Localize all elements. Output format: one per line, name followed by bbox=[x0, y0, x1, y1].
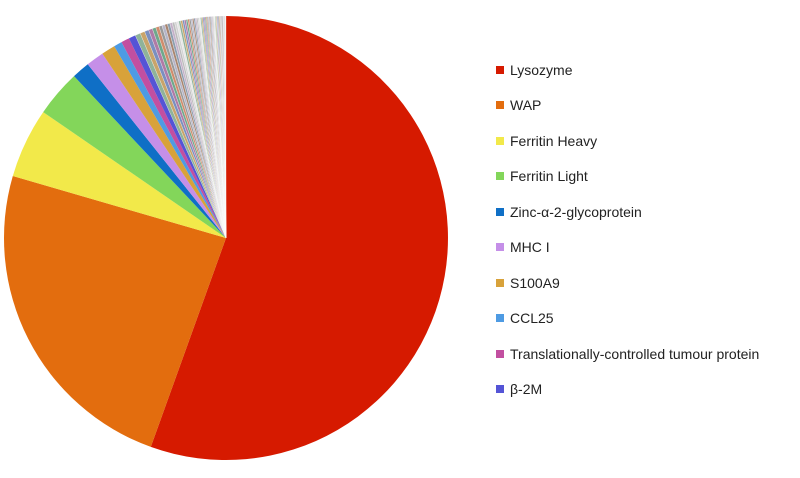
legend-label: CCL25 bbox=[510, 310, 554, 327]
pie-slice-other-56 bbox=[225, 15, 227, 239]
legend-label: S100A9 bbox=[510, 274, 560, 291]
legend-label: Lysozyme bbox=[510, 61, 573, 78]
legend-swatch bbox=[496, 243, 504, 252]
legend-label: Translationally-controlled tumour protei… bbox=[510, 345, 760, 362]
legend-swatch bbox=[496, 385, 504, 394]
pie-slices bbox=[3, 15, 448, 460]
legend-item: Ferritin Heavy bbox=[496, 123, 759, 159]
legend-swatch bbox=[496, 136, 504, 145]
legend-item: Lysozyme bbox=[496, 52, 759, 88]
legend-label: Ferritin Heavy bbox=[510, 132, 598, 149]
legend-label: WAP bbox=[510, 97, 542, 114]
legend-swatch bbox=[496, 349, 504, 358]
legend-item: WAP bbox=[496, 88, 759, 124]
pie-slice-s100a9 bbox=[102, 46, 226, 239]
legend-swatch bbox=[496, 65, 504, 74]
legend-swatch bbox=[496, 101, 504, 110]
pie-slice-ccl25 bbox=[114, 42, 226, 238]
pie-slice-mhc-i bbox=[87, 53, 227, 238]
legend-item: β-2M bbox=[496, 372, 759, 408]
pie-slice-translationally-controlled-tumour-protein bbox=[121, 38, 226, 238]
legend-swatch bbox=[496, 207, 504, 216]
legend-item: Translationally-controlled tumour protei… bbox=[496, 336, 759, 372]
pie-slice-ferritin-heavy bbox=[12, 112, 227, 238]
pie-slice-ferritin-light bbox=[43, 76, 227, 238]
legend-item: S100A9 bbox=[496, 265, 759, 301]
legend-label: MHC I bbox=[510, 239, 550, 256]
legend-label: β-2M bbox=[510, 381, 543, 398]
legend-label: Zinc-α-2-glycoprotein bbox=[510, 203, 642, 220]
legend-swatch bbox=[496, 172, 504, 181]
pie-slice-2m bbox=[128, 35, 226, 238]
legend: Lysozyme WAP Ferritin Heavy Ferritin Light Z… bbox=[496, 52, 759, 407]
pie-slice-zinc-2-glycoprotein bbox=[74, 64, 226, 238]
legend-swatch bbox=[496, 278, 504, 287]
legend-swatch bbox=[496, 314, 504, 323]
pie-slice-wap bbox=[3, 176, 226, 447]
legend-item: MHC I bbox=[496, 230, 759, 266]
legend-label: Ferritin Light bbox=[510, 168, 588, 185]
pie-slice-lysozyme bbox=[150, 16, 448, 460]
legend-item: CCL25 bbox=[496, 301, 759, 337]
legend-item: Zinc-α-2-glycoprotein bbox=[496, 194, 759, 230]
legend-item: Ferritin Light bbox=[496, 159, 759, 195]
